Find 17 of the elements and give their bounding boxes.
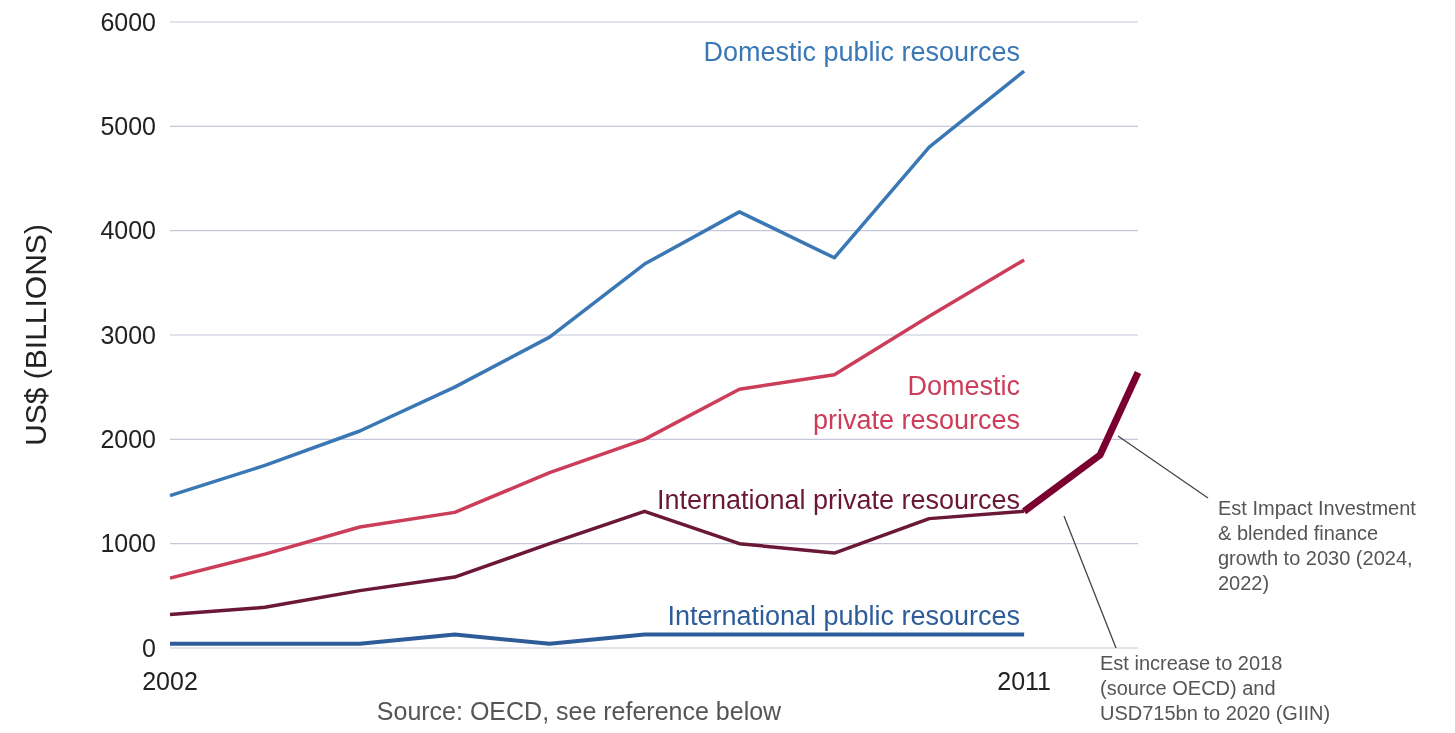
series-label: Domestic public resources [703,37,1021,68]
source-note: Source: OECD, see reference below [376,697,783,725]
y-tick-label: 4000 [100,216,156,245]
y-tick-label: 6000 [100,7,156,36]
text: Est Impact Investment & blended finance growth to 2030 (2024, 2022) [1218,497,1417,594]
series-label: International public resources [667,601,1021,632]
y-tick-label: 2000 [100,425,156,454]
x-tick-label: 2011 [997,667,1051,695]
x-tick-label: 2002 [142,667,198,695]
y-tick-label: 1000 [100,529,156,558]
y-tick-label: 0 [142,633,156,662]
series-label: International private resources [656,485,1021,516]
y-tick-label: 3000 [100,320,156,349]
series-label: Domestic private resources [813,371,1021,436]
y-axis-title: US$ (BILLIONS) [19,224,52,446]
y-tick-label: 5000 [100,112,156,141]
text: Est increase to 2018 (source OECD) and USD715bn to 2020 (GIIN) [1100,652,1331,724]
